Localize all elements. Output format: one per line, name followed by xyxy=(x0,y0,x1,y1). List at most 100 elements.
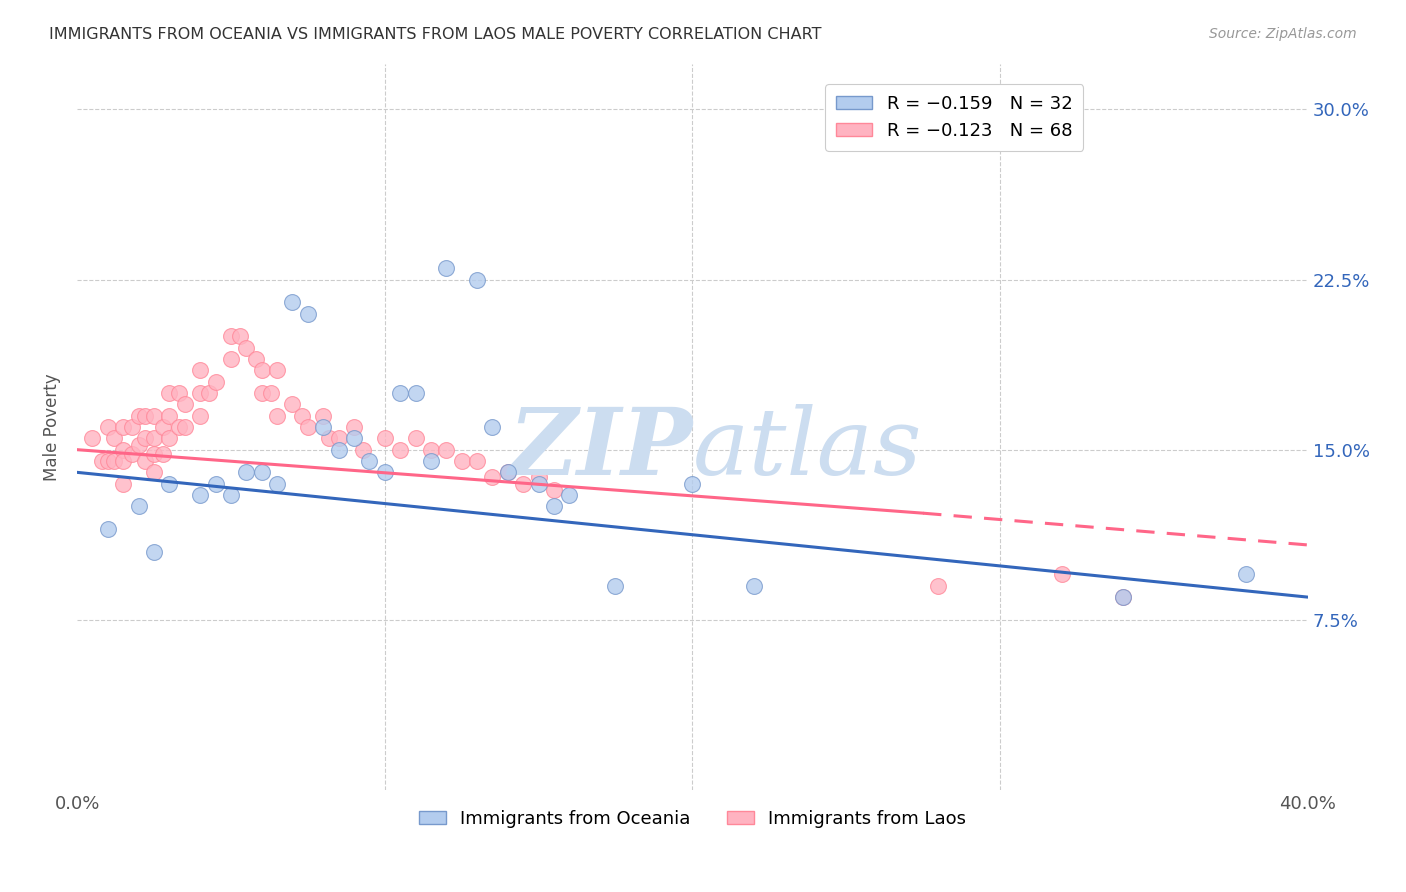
Point xyxy=(419,454,441,468)
Point xyxy=(1112,590,1135,604)
Point xyxy=(128,409,150,423)
Point xyxy=(97,420,120,434)
Point xyxy=(250,363,273,377)
Point xyxy=(82,431,104,445)
Point xyxy=(219,329,242,343)
Point xyxy=(450,454,472,468)
Point xyxy=(90,454,112,468)
Point xyxy=(112,420,135,434)
Point xyxy=(219,351,242,366)
Point xyxy=(374,431,396,445)
Point xyxy=(543,483,565,498)
Point xyxy=(352,442,374,457)
Point xyxy=(188,488,211,502)
Point xyxy=(97,454,120,468)
Point xyxy=(297,420,319,434)
Point xyxy=(121,420,143,434)
Point xyxy=(297,307,319,321)
Point xyxy=(143,447,166,461)
Point xyxy=(134,409,156,423)
Point xyxy=(188,386,211,401)
Point xyxy=(134,431,156,445)
Point xyxy=(250,466,273,480)
Point xyxy=(389,386,412,401)
Point xyxy=(143,431,166,445)
Point xyxy=(128,500,150,514)
Point xyxy=(235,341,257,355)
Point xyxy=(543,500,565,514)
Point xyxy=(465,272,488,286)
Point xyxy=(143,545,166,559)
Point xyxy=(359,454,381,468)
Point xyxy=(157,476,180,491)
Point xyxy=(527,476,550,491)
Point xyxy=(245,351,267,366)
Point xyxy=(112,476,135,491)
Point xyxy=(152,447,174,461)
Text: Source: ZipAtlas.com: Source: ZipAtlas.com xyxy=(1209,27,1357,41)
Point xyxy=(143,466,166,480)
Point xyxy=(167,420,190,434)
Point xyxy=(481,470,503,484)
Point xyxy=(112,454,135,468)
Point xyxy=(229,329,252,343)
Point xyxy=(266,409,288,423)
Point xyxy=(343,420,366,434)
Point xyxy=(742,579,765,593)
Point xyxy=(434,442,457,457)
Point xyxy=(128,438,150,452)
Point xyxy=(143,409,166,423)
Legend: Immigrants from Oceania, Immigrants from Laos: Immigrants from Oceania, Immigrants from… xyxy=(412,803,973,835)
Point xyxy=(235,466,257,480)
Point xyxy=(496,466,519,480)
Text: IMMIGRANTS FROM OCEANIA VS IMMIGRANTS FROM LAOS MALE POVERTY CORRELATION CHART: IMMIGRANTS FROM OCEANIA VS IMMIGRANTS FR… xyxy=(49,27,821,42)
Point xyxy=(250,386,273,401)
Point xyxy=(527,470,550,484)
Point xyxy=(558,488,581,502)
Point xyxy=(434,261,457,276)
Point xyxy=(328,442,350,457)
Point xyxy=(260,386,283,401)
Point xyxy=(465,454,488,468)
Point xyxy=(1112,590,1135,604)
Point xyxy=(1234,567,1257,582)
Point xyxy=(157,431,180,445)
Point xyxy=(405,386,427,401)
Point xyxy=(103,454,125,468)
Point xyxy=(152,420,174,434)
Point xyxy=(219,488,242,502)
Point xyxy=(481,420,503,434)
Point xyxy=(173,420,195,434)
Text: atlas: atlas xyxy=(692,404,922,494)
Point xyxy=(266,363,288,377)
Point xyxy=(204,476,226,491)
Point xyxy=(512,476,534,491)
Point xyxy=(157,409,180,423)
Point xyxy=(605,579,627,593)
Point xyxy=(281,397,304,411)
Point xyxy=(312,409,335,423)
Y-axis label: Male Poverty: Male Poverty xyxy=(44,373,60,481)
Point xyxy=(927,579,949,593)
Text: ZIP: ZIP xyxy=(508,404,692,494)
Point xyxy=(173,397,195,411)
Point xyxy=(343,431,366,445)
Point xyxy=(312,420,335,434)
Point xyxy=(157,386,180,401)
Point xyxy=(103,431,125,445)
Point xyxy=(121,447,143,461)
Point xyxy=(374,466,396,480)
Point xyxy=(389,442,412,457)
Point xyxy=(405,431,427,445)
Point xyxy=(681,476,703,491)
Point xyxy=(112,442,135,457)
Point xyxy=(204,375,226,389)
Point xyxy=(188,363,211,377)
Point xyxy=(167,386,190,401)
Point xyxy=(291,409,314,423)
Point xyxy=(266,476,288,491)
Point xyxy=(198,386,221,401)
Point xyxy=(1050,567,1073,582)
Point xyxy=(188,409,211,423)
Point xyxy=(419,442,441,457)
